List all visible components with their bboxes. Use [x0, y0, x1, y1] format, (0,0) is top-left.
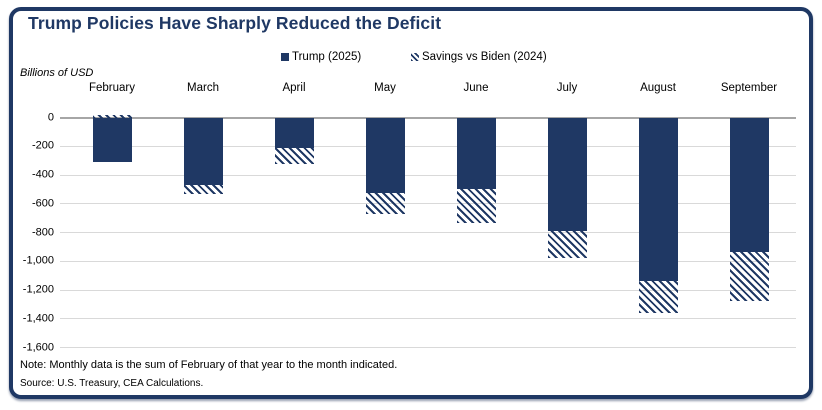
legend-item-savings: Savings vs Biden (2024) [411, 51, 547, 63]
bar-trump-february [92, 117, 132, 162]
x-axis-month-label: May [374, 82, 396, 94]
bar-savings-august [638, 280, 678, 313]
chart-title: Trump Policies Have Sharply Reduced the … [28, 13, 442, 33]
y-axis-tick-label: -600 [31, 197, 54, 210]
x-axis-month-label: April [282, 82, 306, 94]
bar-savings-july [547, 231, 587, 259]
y-axis-tick-label: -1,200 [22, 283, 54, 296]
bar-trump-july [547, 117, 587, 232]
bar-trump-august [638, 117, 678, 281]
bar-savings-february [92, 115, 132, 118]
legend-item-trump: Trump (2025) [281, 51, 361, 63]
zero-axis-line [60, 116, 796, 119]
y-axis-tick-label: 0 [47, 111, 54, 123]
bar-trump-april [274, 117, 314, 148]
legend-label-savings: Savings vs Biden (2024) [422, 51, 547, 63]
bar-trump-september [729, 117, 769, 253]
chart-source: Source: U.S. Treasury, CEA Calculations. [20, 378, 204, 389]
gridline [60, 347, 796, 348]
bar-savings-may [365, 193, 405, 214]
y-axis-units-label: Billions of USD [20, 67, 94, 79]
y-axis-tick-label: -800 [31, 226, 54, 238]
chart-frame [9, 7, 813, 399]
y-axis-tick-label: -400 [31, 168, 54, 181]
bar-trump-may [365, 117, 405, 194]
bar-savings-april [274, 147, 314, 164]
gridline [60, 174, 796, 176]
gridline [60, 232, 796, 233]
bar-savings-september [729, 252, 769, 302]
gridline [60, 145, 796, 147]
solid-swatch-icon [281, 53, 289, 61]
y-axis-tick-label: -200 [31, 139, 54, 152]
bar-savings-june [456, 189, 496, 224]
x-axis-month-label: September [720, 82, 778, 94]
x-axis-month-label: February [88, 82, 136, 94]
gridline [60, 318, 796, 320]
bar-trump-march [183, 117, 223, 185]
gridline [60, 203, 796, 205]
legend: Trump (2025) Savings vs Biden (2024) [0, 51, 822, 65]
y-axis-tick-label: -1,400 [22, 312, 54, 325]
x-axis-month-label: August [640, 82, 676, 94]
legend-label-trump: Trump (2025) [292, 51, 362, 63]
x-axis-month-label: March [187, 82, 219, 94]
hatched-swatch-icon [411, 53, 419, 61]
gridline [60, 260, 796, 262]
x-axis-month-label: June [463, 82, 489, 94]
chart-note: Note: Monthly data is the sum of Februar… [20, 359, 398, 371]
bar-savings-march [183, 184, 223, 194]
y-axis-tick-label: -1,000 [22, 254, 54, 267]
x-axis-month-label: July [556, 82, 578, 94]
gridline [60, 289, 796, 291]
y-axis-tick-label: -1,600 [22, 341, 54, 353]
bar-trump-june [456, 117, 496, 190]
